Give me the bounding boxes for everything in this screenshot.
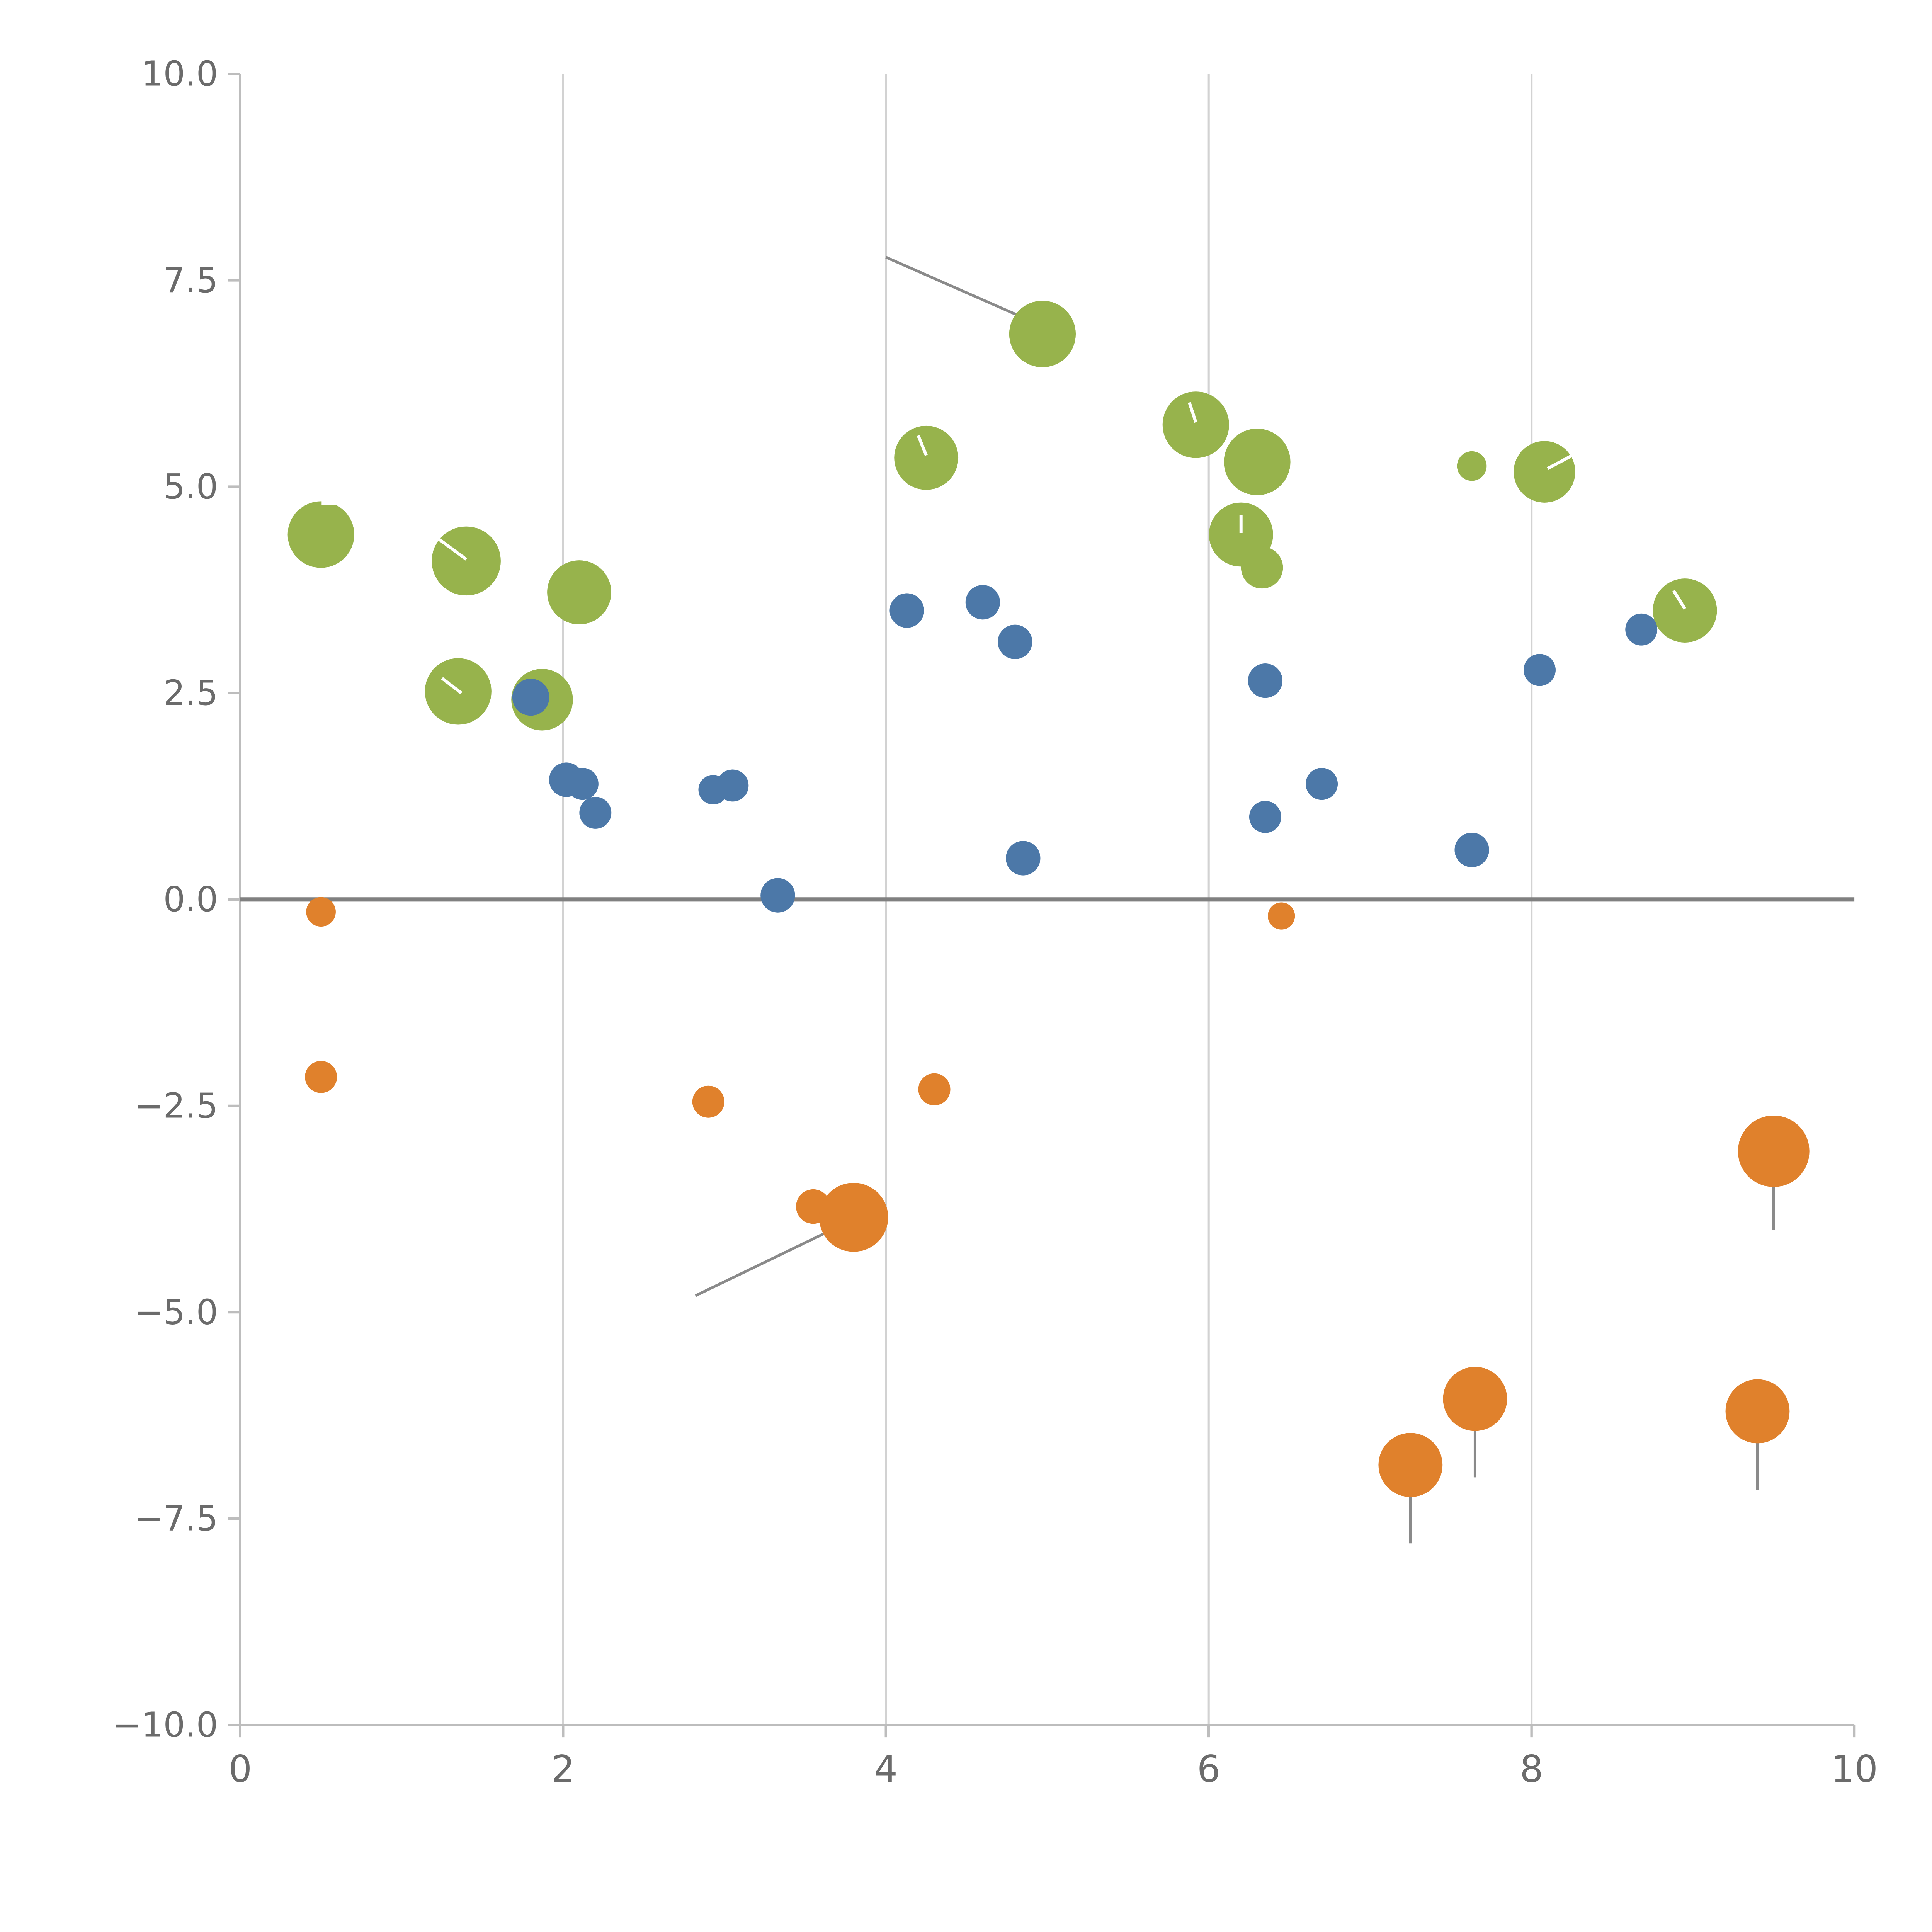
bubble-blue (716, 769, 749, 802)
bubble-green (1653, 578, 1717, 643)
bubble-green (1457, 451, 1487, 481)
white-tick (1188, 402, 1197, 423)
bubble-green (1241, 546, 1283, 589)
bubble-blue (566, 768, 599, 800)
bubble-orange (306, 897, 336, 927)
bubble-orange (1725, 1379, 1790, 1444)
bubble-blue (1249, 801, 1281, 833)
bubble-orange (692, 1085, 724, 1118)
white-tick (917, 435, 928, 456)
series-orange (305, 897, 1810, 1497)
bubble-blue (1248, 663, 1283, 698)
bubble-green (1224, 429, 1291, 495)
bubble-green (1514, 441, 1575, 503)
bubble-blue (1625, 613, 1658, 646)
y-tick-label: −7.5 (134, 1499, 218, 1539)
y-tick-label: −5.0 (134, 1292, 218, 1332)
bubble-blue (760, 878, 795, 913)
bubble-green (1162, 391, 1229, 458)
bubble-blue (965, 585, 1000, 620)
bubble-blue (512, 679, 549, 716)
white-tick (436, 536, 468, 561)
x-tick-label: 4 (874, 1747, 898, 1791)
y-tick-label: 5.0 (163, 467, 218, 507)
x-tick-label: 10 (1831, 1747, 1878, 1791)
bubble-green (894, 425, 959, 490)
bubble-green (287, 501, 354, 568)
bubble-blue (1454, 832, 1489, 867)
leader-line (885, 256, 1037, 325)
y-tick-label: −10.0 (112, 1705, 218, 1745)
bubble-orange (1738, 1115, 1810, 1187)
y-tick-label: 7.5 (163, 260, 218, 301)
axes: −10.0 −7.5 −5.0 −2.5 0.0 2.5 5.0 7.5 10.0 0 2 4 6 8 10 (112, 54, 1878, 1791)
bubble-blue (998, 624, 1032, 659)
white-tick (1672, 590, 1686, 610)
bubble-green (1009, 301, 1076, 367)
white-tick (1547, 448, 1584, 470)
y-tick-label: 2.5 (163, 673, 218, 713)
series-green (287, 301, 1717, 731)
y-tick-label: 10.0 (141, 54, 218, 94)
series-blue (512, 585, 1658, 913)
bubble-orange (1268, 902, 1295, 930)
bubble-blue (889, 593, 924, 628)
white-annotation-ticks (436, 402, 1686, 694)
bubble-blue (579, 797, 612, 829)
x-tick-label: 0 (228, 1747, 252, 1791)
y-tick-label: 0.0 (163, 879, 218, 920)
x-tick-label: 2 (551, 1747, 575, 1791)
bubble-blue (1306, 768, 1338, 800)
x-tick-label: 8 (1520, 1747, 1543, 1791)
bubble-orange (1378, 1433, 1443, 1497)
bubble-orange (1443, 1367, 1507, 1431)
bubble-blue (1524, 654, 1556, 686)
x-tick-label: 6 (1197, 1747, 1221, 1791)
bubble-green (432, 526, 501, 596)
y-tick-label: −2.5 (134, 1086, 218, 1126)
annotation-label: B (318, 466, 350, 515)
bubble-blue (1006, 841, 1041, 876)
bubble-green (547, 560, 611, 624)
bubble-orange (305, 1061, 337, 1093)
bubble-orange (918, 1073, 951, 1105)
bubble-orange (819, 1183, 888, 1252)
leader-line (695, 1224, 842, 1297)
white-tick (441, 677, 463, 694)
